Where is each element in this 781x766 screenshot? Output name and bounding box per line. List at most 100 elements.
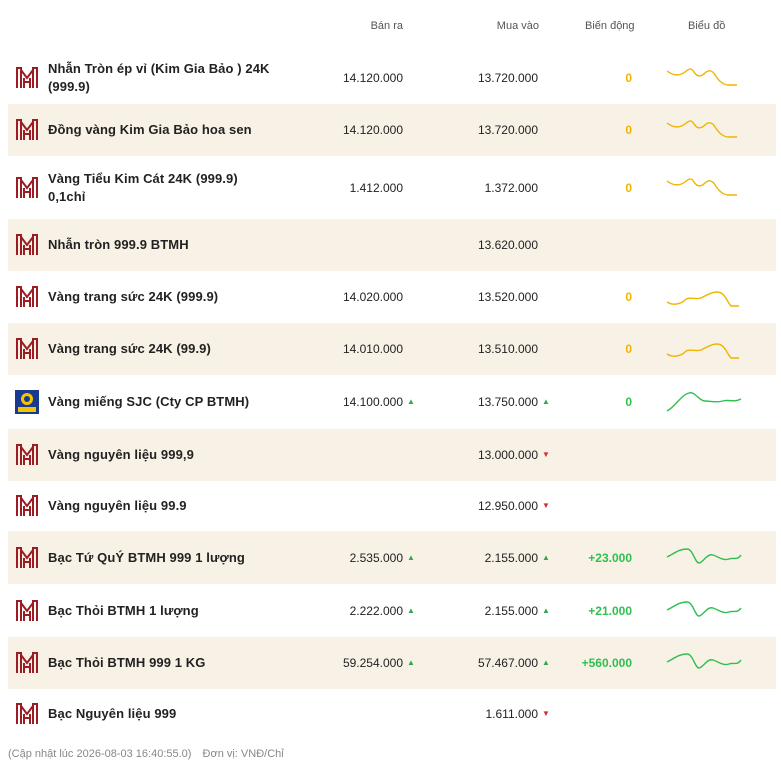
buy-up-arrow-icon: ▲ [542, 552, 550, 562]
table-row[interactable]: Bạc Thỏi BTMH 999 1 KG 59.254.000 ▲ 57.467… [8, 637, 776, 689]
header-sell: Bán ra [370, 20, 403, 32]
sell-up-arrow-icon: ▲ [407, 552, 415, 562]
product-name-line1: Bạc Thỏi BTMH 1 lượng [48, 602, 199, 618]
buy-price: 13.720.000 [477, 71, 538, 85]
buy-price: 13.750.000 [477, 395, 538, 409]
product-name-line1: Vàng trang sức 24K (999.9) [48, 289, 219, 304]
header-chart: Biểu đồ [688, 20, 726, 32]
product-name: Vàng trang sức 24K (99.9) [48, 340, 288, 358]
sparkline-path [666, 600, 742, 617]
sparkline-path [666, 68, 737, 86]
price-change: 0 [625, 290, 632, 304]
table-row[interactable]: Vàng nguyên liệu 99.9 12.950.000 ▼ [8, 481, 776, 531]
price-change: 0 [625, 123, 632, 137]
btmh-logo-icon [16, 119, 38, 140]
sell-price: 2.535.000 [349, 550, 403, 565]
table-row[interactable]: Bạc Tứ QuÝ BTMH 999 1 lượng 2.535.000 ▲ 2.… [8, 531, 776, 584]
sparkline-chart[interactable] [666, 387, 744, 417]
buy-price: 1.611.000 [485, 706, 539, 721]
table-row[interactable]: Bạc Thỏi BTMH 1 lượng 2.222.000 ▲ 2.155.00… [8, 584, 776, 637]
buy-price: 2.155.000 [484, 603, 538, 618]
product-name: Vàng Tiểu Kim Cát 24K (999.9) 0,1chỉ [48, 170, 288, 206]
price-rows: Nhẫn Tròn ép vỉ (Kim Gia Bảo ) 24K (999.9… [8, 52, 776, 738]
table-row[interactable]: Vàng trang sức 24K (999.9) 14.020.000 13.… [8, 271, 776, 323]
product-name: Nhẫn Tròn ép vỉ (Kim Gia Bảo ) 24K (999.9… [48, 60, 288, 96]
buy-price: 57.467.000 [477, 656, 538, 670]
table-header: Bán ra Mua vào Biến động Biểu đồ [0, 0, 781, 52]
buy-price: 13.000.000 [477, 448, 538, 462]
product-name-line2: (999.9) [48, 79, 90, 94]
product-name-line1: Bạc Nguyên liệu 999 [48, 705, 177, 721]
product-name-line1: Vàng trang sức 24K (99.9) [48, 341, 211, 356]
sparkline-chart[interactable] [666, 596, 744, 626]
sparkline-path [666, 653, 742, 669]
product-name-line1: Đồng vàng Kim Gia Bảo hoa sen [48, 122, 252, 137]
buy-price: 2.155.000 [484, 550, 538, 565]
sparkline-chart[interactable] [666, 334, 744, 364]
product-name: Vàng miếng SJC (Cty CP BTMH) [48, 393, 288, 411]
sell-up-arrow-icon: ▲ [407, 397, 415, 406]
table-row[interactable]: Nhẫn Tròn ép vỉ (Kim Gia Bảo ) 24K (999.9… [8, 52, 776, 104]
table-row[interactable]: Bạc Nguyên liệu 999 1.611.000 ▼ [8, 689, 776, 738]
btmh-logo-icon [16, 702, 38, 724]
sparkline-chart[interactable] [666, 543, 744, 573]
sparkline-path [666, 343, 739, 359]
btmh-logo-icon [16, 599, 38, 621]
table-row[interactable]: Nhẫn tròn 999.9 BTMH 13.620.000 [8, 219, 776, 271]
buy-down-arrow-icon: ▼ [542, 501, 550, 510]
price-change: 0 [625, 71, 632, 85]
product-name-line1: Bạc Thỏi BTMH 999 1 KG [48, 655, 206, 670]
product-name: Bạc Thỏi BTMH 1 lượng [48, 602, 288, 620]
sparkline-chart[interactable] [666, 63, 744, 93]
table-row[interactable]: Vàng Tiểu Kim Cát 24K (999.9) 0,1chỉ 1.41… [8, 156, 776, 219]
product-name-line2: 0,1chỉ [48, 188, 86, 204]
btmh-logo-icon [16, 444, 38, 465]
btmh-logo-icon [16, 67, 38, 88]
buy-price: 13.720.000 [477, 123, 538, 137]
buy-price: 1.372.000 [484, 180, 538, 195]
sparkline-chart[interactable] [666, 173, 744, 203]
sell-price: 59.254.000 [342, 656, 403, 670]
sparkline-chart[interactable] [666, 115, 744, 145]
product-name: Vàng trang sức 24K (999.9) [48, 288, 288, 306]
sparkline-path [666, 120, 737, 138]
header-buy: Mua vào [496, 20, 539, 32]
product-name-line1: Vàng Tiểu Kim Cát 24K (999.9) [48, 170, 238, 186]
product-name: Bạc Nguyên liệu 999 [48, 705, 288, 723]
sparkline-chart[interactable] [666, 282, 744, 312]
sell-price: 14.010.000 [342, 342, 403, 356]
price-change: +21.000 [588, 603, 632, 618]
price-change: 0 [625, 395, 632, 409]
price-change: +560.000 [581, 656, 632, 670]
sell-up-arrow-icon: ▲ [407, 658, 415, 667]
sell-price: 14.100.000 [342, 395, 403, 409]
sell-up-arrow-icon: ▲ [407, 605, 415, 615]
btmh-logo-icon [16, 546, 38, 568]
sell-price: 14.120.000 [342, 123, 403, 137]
buy-up-arrow-icon: ▲ [542, 658, 550, 667]
product-name-line1: Vàng miếng SJC (Cty CP BTMH) [48, 394, 250, 409]
buy-down-arrow-icon: ▼ [542, 708, 550, 718]
product-name-line1: Vàng nguyên liệu 999,9 [48, 447, 194, 462]
btmh-logo-icon [16, 652, 38, 673]
footer: (Cập nhật lúc 2026-08-03 16:40:55.0) Đơn… [8, 748, 292, 760]
table-row[interactable]: Đồng vàng Kim Gia Bảo hoa sen 14.120.000… [8, 104, 776, 156]
sparkline-chart[interactable] [666, 648, 744, 678]
header-change: Biến động [585, 20, 635, 32]
table-row[interactable]: Vàng miếng SJC (Cty CP BTMH) 14.100.000 ▲… [8, 375, 776, 429]
unit-label: Đơn vị: VNĐ/Chỉ [202, 748, 284, 760]
updated-time: (Cập nhật lúc 2026-08-03 16:40:55.0) [8, 748, 192, 760]
price-change: 0 [625, 342, 632, 356]
sell-price: 1.412.000 [349, 180, 403, 195]
table-row[interactable]: Vàng nguyên liệu 999,9 13.000.000 ▼ [8, 429, 776, 481]
buy-down-arrow-icon: ▼ [542, 450, 550, 459]
buy-price: 13.620.000 [477, 238, 538, 252]
buy-price: 13.510.000 [477, 342, 538, 356]
btmh-logo-icon [16, 176, 38, 198]
table-row[interactable]: Vàng trang sức 24K (99.9) 14.010.000 13.5… [8, 323, 776, 375]
product-name: Bạc Thỏi BTMH 999 1 KG [48, 654, 288, 672]
btmh-logo-icon [16, 234, 38, 255]
price-change: +23.000 [588, 550, 632, 565]
btmh-logo-icon [16, 286, 38, 307]
